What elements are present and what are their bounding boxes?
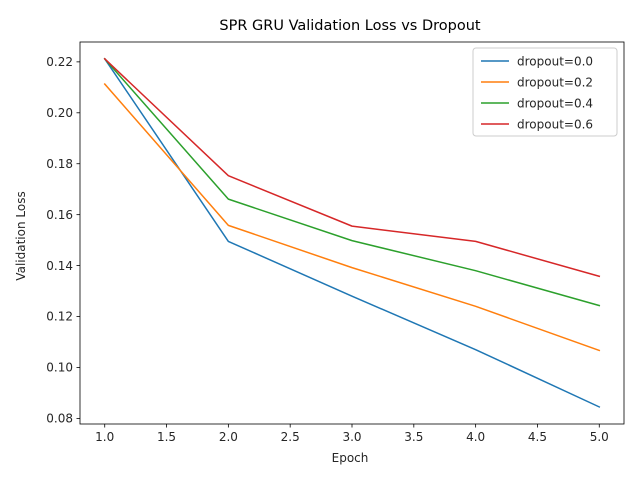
series-line-1 xyxy=(103,82,601,352)
series-line-3 xyxy=(103,57,601,278)
plot-area: 1.0 1.5 2.0 2.5 3.0 3.5 4.0 4.5 5.0 0.08 0.10 0.12 0… xyxy=(46,41,625,444)
x-tick-label: 3.0 xyxy=(342,430,361,444)
y-axis-title: Validation Loss xyxy=(14,191,28,280)
x-tick-label: 4.5 xyxy=(528,430,547,444)
y-tick-label: 0.22 xyxy=(46,55,73,69)
legend-label-0: dropout=0.0 xyxy=(517,54,593,68)
series-line-2 xyxy=(103,57,601,307)
x-tick-label: 2.0 xyxy=(219,430,238,444)
legend: dropout=0.0 dropout=0.2 dropout=0.4 dropout… xyxy=(472,47,618,137)
y-tick-label: 0.18 xyxy=(46,157,73,171)
y-tick-label: 0.14 xyxy=(46,259,73,273)
y-tick-label: 0.10 xyxy=(46,361,73,375)
x-tick-label: 5.0 xyxy=(590,430,609,444)
chart-title: SPR GRU Validation Loss vs Dropout xyxy=(219,18,480,34)
series-line-0 xyxy=(103,57,601,408)
legend-label-1: dropout=0.2 xyxy=(517,75,593,89)
y-tick-label: 0.20 xyxy=(46,106,73,120)
y-tick-label: 0.12 xyxy=(46,310,73,324)
legend-label-2: dropout=0.4 xyxy=(517,96,593,110)
legend-box xyxy=(472,47,618,137)
legend-label-3: dropout=0.6 xyxy=(517,117,593,131)
x-tick-label: 3.5 xyxy=(404,430,423,444)
x-tick-label: 1.0 xyxy=(95,430,114,444)
y-tick-label: 0.16 xyxy=(46,208,73,222)
x-tick-label: 4.0 xyxy=(466,430,485,444)
y-tick-label: 0.08 xyxy=(46,412,73,426)
x-tick-label: 2.5 xyxy=(281,430,300,444)
x-tick-label: 1.5 xyxy=(157,430,176,444)
x-axis-title: Epoch xyxy=(332,451,369,465)
